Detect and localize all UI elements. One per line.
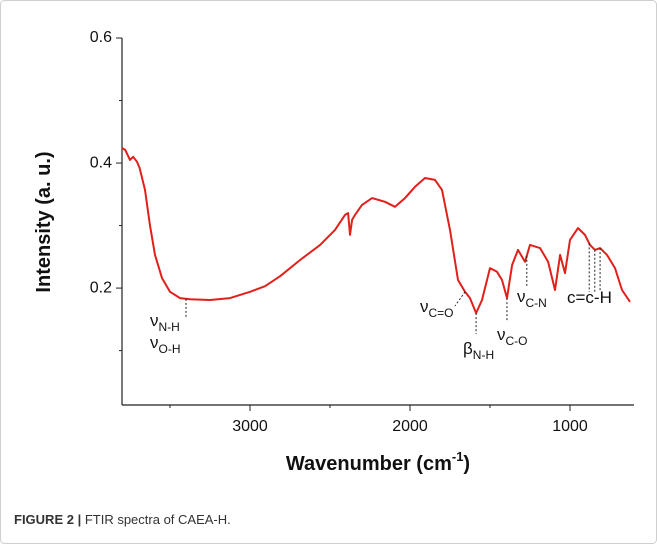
caption-text: FTIR spectra of CAEA-H. [85, 512, 231, 527]
annotation-symbol: ν [497, 325, 506, 344]
annotation-subscript: C=O [429, 306, 454, 320]
annotation-label: νC=O [420, 297, 454, 320]
annotation-subscript: O-H [159, 342, 181, 356]
x-axis-label: Wavenumber (cm-1) [286, 449, 470, 475]
x-tick-label: 1000 [552, 418, 588, 435]
x-label-sup: -1 [452, 449, 464, 464]
annotation-subscript: N-H [159, 320, 180, 334]
x-label-main: Wavenumber (cm [286, 453, 452, 475]
annotation-leader [454, 291, 466, 307]
annotation-label: νC-N [517, 287, 547, 310]
annotation-label: c=c-H [567, 288, 612, 307]
y-axis-label: Intensity (a. u.) [33, 151, 55, 292]
y-tick-label: 0.4 [90, 154, 112, 171]
annotation-label: νN-H [150, 311, 180, 334]
caption: FIGURE 2 | FTIR spectra of CAEA-H. [14, 512, 231, 527]
caption-label: FIGURE 2 | [14, 512, 81, 527]
x-label-end: ) [463, 453, 470, 475]
annotation-symbol: ν [150, 311, 159, 330]
annotation-subscript: C-O [506, 334, 528, 348]
annotation-label: νC-O [497, 325, 528, 348]
y-tick-label: 0.2 [90, 279, 112, 296]
annotation-symbol: ν [517, 287, 526, 306]
annotation-subscript: C-N [526, 296, 547, 310]
annotation-label: νO-H [150, 333, 181, 356]
annotation-symbol: ν [420, 297, 429, 316]
annotation-symbol: β [463, 339, 473, 358]
annotation-subscript: N-H [473, 348, 494, 362]
spectrum-line [121, 147, 631, 315]
annotation-symbol: ν [150, 333, 159, 352]
x-tick-label: 2000 [392, 418, 428, 435]
x-tick-label: 3000 [232, 418, 268, 435]
y-tick-label: 0.6 [90, 29, 112, 46]
annotation-symbol: c=c-H [567, 288, 612, 307]
annotation-label: βN-H [463, 339, 494, 362]
